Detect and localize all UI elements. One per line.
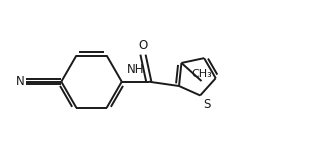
Text: S: S xyxy=(203,98,210,111)
Text: NH: NH xyxy=(126,63,144,76)
Text: O: O xyxy=(138,39,148,52)
Text: N: N xyxy=(16,75,25,88)
Text: CH₃: CH₃ xyxy=(191,69,212,79)
